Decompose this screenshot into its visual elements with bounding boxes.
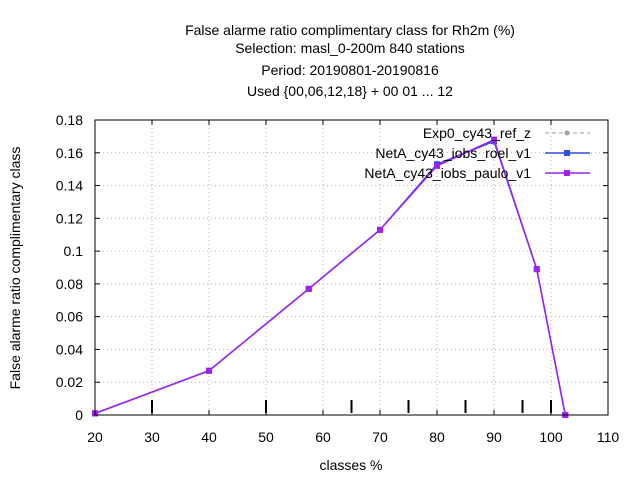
y-tick-label: 0.18 [56,112,83,128]
legend-label: NetA_cy43_iobs_roel_v1 [375,145,531,161]
x-tick-label: 90 [486,429,502,445]
y-tick-label: 0.12 [56,210,83,226]
x-axis: 20 30 40 50 60 70 80 90 100 110 [87,120,619,445]
series-line [94,140,566,416]
y-axis-label: False alarme ratio complimentary class [7,147,23,390]
legend-marker [564,150,570,156]
x-tick-label: 40 [201,429,217,445]
plot-frame [94,119,609,416]
class-markers [151,400,552,413]
data-point [434,162,440,169]
data-point [491,136,497,143]
x-axis-label: classes % [319,457,382,473]
title-line-4: Used {00,06,12,18} + 00 01 ... 12 [247,83,453,99]
legend-marker [564,130,570,136]
legend: Exp0_cy43_ref_z NetA_cy43_iobs_roel_v1 Net… [364,125,590,181]
x-tick-label: 80 [429,429,445,445]
legend-label: NetA_cy43_iobs_paulo_v1 [364,165,531,181]
data-point [206,367,212,374]
y-tick-label: 0.1 [64,243,84,259]
x-tick-label: 70 [372,429,388,445]
y-tick-label: 0.14 [56,178,83,194]
data-point [533,266,540,273]
y-tick-label: 0.04 [56,341,83,357]
y-axis: 0 0.02 0.04 0.06 0.08 0.1 0.12 0.14 0.16 0.18 [56,112,608,423]
x-tick-label: 100 [539,429,563,445]
title-line-3: Period: 20190801-20190816 [261,62,439,78]
legend-marker [564,170,570,176]
x-tick-label: 110 [597,429,620,445]
title-line-1: False alarme ratio complimentary class f… [185,22,515,38]
x-tick-label: 30 [144,429,160,445]
x-tick-label: 60 [315,429,331,445]
y-tick-label: 0.16 [56,145,83,161]
series-line [94,138,566,416]
y-tick-label: 0.08 [56,276,83,292]
x-tick-label: 20 [87,429,103,445]
y-tick-label: 0.06 [56,309,83,325]
data-point [377,226,383,233]
legend-label: Exp0_cy43_ref_z [423,125,531,141]
chart-title: False alarme ratio complimentary class f… [185,22,515,99]
data-point [305,285,312,292]
y-tick-label: 0.02 [56,374,83,390]
x-tick-label: 50 [258,429,274,445]
series-line [94,140,566,416]
y-tick-label: 0 [75,407,83,423]
title-line-2: Selection: masl_0-200m 840 stations [235,40,465,56]
grid-lines [95,120,608,415]
